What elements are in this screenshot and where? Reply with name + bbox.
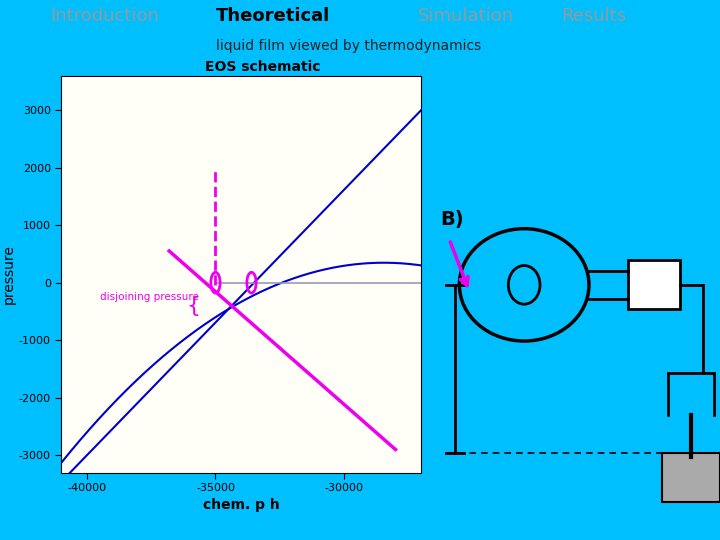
Text: Theoretical: Theoretical [216, 6, 330, 25]
Text: EOS schematic: EOS schematic [205, 60, 320, 75]
Text: Results: Results [562, 6, 626, 25]
X-axis label: chem. p h: chem. p h [203, 498, 279, 512]
Text: Simulation: Simulation [418, 6, 514, 25]
Bar [662, 453, 720, 502]
Text: B): B) [441, 210, 464, 229]
Text: liquid film viewed by thermodynamics: liquid film viewed by thermodynamics [216, 38, 481, 52]
Bar [628, 260, 680, 309]
Text: disjoining pressure: disjoining pressure [100, 292, 199, 302]
Text: {: { [186, 296, 200, 316]
Text: Introduction: Introduction [50, 6, 159, 25]
Y-axis label: pressure: pressure [2, 244, 16, 304]
